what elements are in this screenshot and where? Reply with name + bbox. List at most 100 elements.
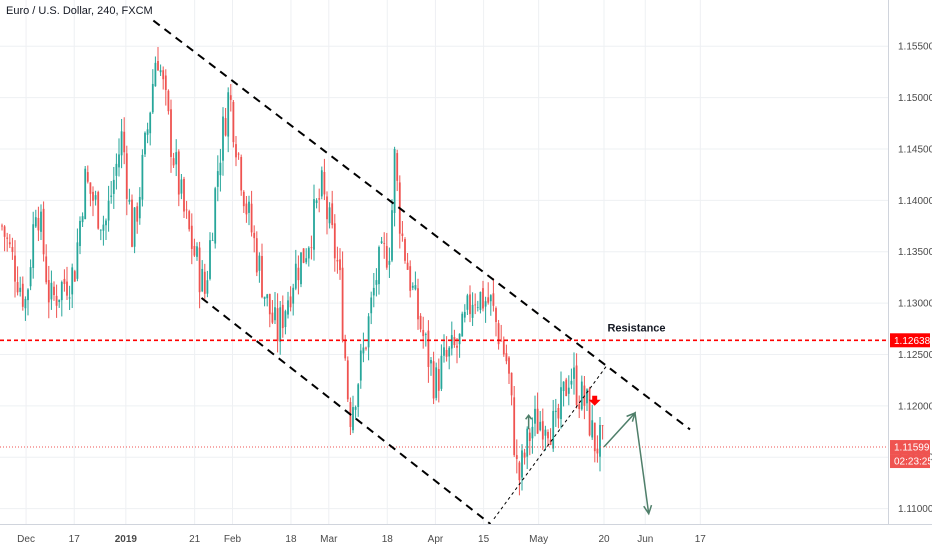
candle-body <box>370 297 373 314</box>
candle-body <box>287 300 289 315</box>
candle-body <box>154 62 157 87</box>
candle-body <box>497 323 500 345</box>
candle-body <box>453 337 456 346</box>
candle-body <box>463 311 466 318</box>
candle-body <box>414 285 417 290</box>
candle-body <box>289 296 292 308</box>
candle-body <box>437 369 440 391</box>
candle-body <box>565 379 568 397</box>
candle-body <box>302 248 305 263</box>
candle-body <box>206 280 209 294</box>
candle-body <box>445 349 448 357</box>
candle-body <box>245 203 248 215</box>
candle-body <box>131 199 133 247</box>
time-tick-label: 21 <box>189 534 201 545</box>
last-price-tag-text: 1.11599 <box>894 443 930 454</box>
candle-body <box>19 287 22 292</box>
candle-body <box>258 255 261 271</box>
candle-body <box>383 243 386 244</box>
time-tick-label: 18 <box>382 534 394 545</box>
time-tick-label: 18 <box>285 534 297 545</box>
projection-arrowheads <box>626 411 653 516</box>
candle-body <box>79 220 81 247</box>
candle-body <box>47 280 50 303</box>
candle-body <box>60 282 63 301</box>
candle-body <box>84 168 87 220</box>
candle-body <box>232 102 235 143</box>
price-axis[interactable]: 1.15500 1.15000 1.14500 1.14000 1.13500 1.130… <box>888 0 932 524</box>
candle-body <box>357 384 360 407</box>
rising-support-trendline[interactable] <box>493 364 608 520</box>
candle-body <box>391 210 393 261</box>
candle-body <box>115 163 118 176</box>
candle-body <box>292 287 295 304</box>
candle-body <box>466 295 469 310</box>
candle-body <box>128 199 131 202</box>
candle-body <box>185 209 188 211</box>
candle-body <box>133 207 136 247</box>
candle-body <box>110 195 113 197</box>
projection-arrowhead <box>626 411 637 422</box>
candle-body <box>521 450 523 478</box>
candle-body <box>310 247 313 249</box>
candle-body <box>40 211 42 232</box>
candle-body <box>404 239 406 261</box>
candle-body <box>531 426 534 439</box>
price-tick-label: 1.12000 <box>898 401 932 412</box>
candle-body <box>149 112 152 134</box>
candles <box>1 47 604 496</box>
candle-body <box>328 207 331 224</box>
candle-body <box>422 329 425 337</box>
candle-body <box>528 432 531 441</box>
candle-body <box>495 308 497 322</box>
candle-body <box>214 188 217 244</box>
candle-body <box>440 355 443 389</box>
candle-body <box>336 259 339 262</box>
candle-body <box>255 238 258 273</box>
time-axis[interactable]: Dec 17 2019 21 Feb 18 Mar 18 Apr 15 May 20 Jun 17 <box>0 524 932 546</box>
time-tick-label: 2019 <box>115 534 138 545</box>
candle-body <box>346 360 349 400</box>
candle-body <box>567 387 570 394</box>
candle-body <box>125 153 128 199</box>
price-tick-label: 1.14000 <box>898 196 932 207</box>
candle-body <box>430 359 432 364</box>
candle-body <box>281 304 284 329</box>
candle-body <box>424 334 427 335</box>
candle-body <box>596 448 599 454</box>
candle-body <box>240 157 243 191</box>
price-tick-label: 1.13000 <box>898 299 932 310</box>
candle-body <box>105 220 107 226</box>
candle-body <box>66 281 68 296</box>
candle-body <box>578 404 581 410</box>
candle-body <box>237 153 240 155</box>
candle-body <box>102 224 105 231</box>
candle-body <box>250 203 253 233</box>
candle-body <box>99 229 102 231</box>
channel-lower-trendline[interactable] <box>200 297 492 525</box>
time-tick-label: Dec <box>17 534 35 545</box>
candle-body <box>534 408 536 424</box>
time-tick-label: May <box>529 534 548 545</box>
time-tick-label: 20 <box>598 534 610 545</box>
red-down-arrow-icon <box>588 395 601 406</box>
candle-body <box>313 199 315 250</box>
candle-body <box>593 422 596 452</box>
candle-body <box>315 200 318 204</box>
candle-body <box>367 316 370 348</box>
candle-body <box>406 262 409 270</box>
projection-arrowhead <box>643 504 653 516</box>
candle-body <box>456 345 458 348</box>
candle-body <box>68 297 71 299</box>
candle-body <box>162 70 165 80</box>
candle-body <box>177 151 180 195</box>
candle-body <box>63 278 66 284</box>
candle-body <box>284 311 287 328</box>
channel-upper-trendline[interactable] <box>152 19 691 431</box>
time-tick-label: 17 <box>69 534 81 545</box>
candle-body <box>450 335 453 349</box>
candle-body <box>37 217 40 231</box>
candle-body <box>294 263 297 289</box>
candle-body <box>393 148 396 213</box>
